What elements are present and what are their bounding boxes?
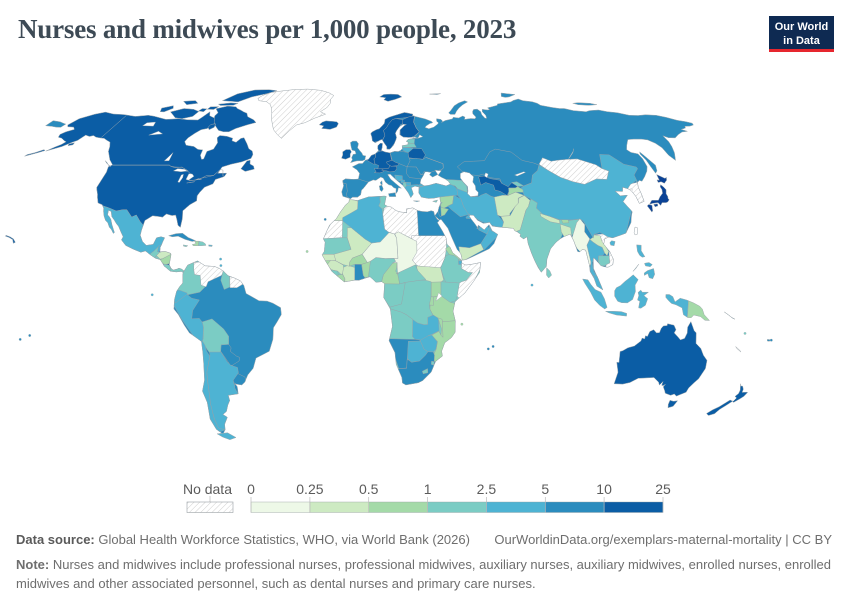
svg-text:2.5: 2.5 [477, 481, 497, 497]
svg-text:1: 1 [424, 481, 432, 497]
svg-text:No data: No data [183, 481, 232, 497]
svg-text:0.25: 0.25 [296, 481, 323, 497]
svg-text:0.5: 0.5 [359, 481, 379, 497]
svg-text:0: 0 [247, 481, 255, 497]
svg-text:10: 10 [596, 481, 612, 497]
svg-text:25: 25 [655, 481, 671, 497]
svg-text:5: 5 [541, 481, 549, 497]
